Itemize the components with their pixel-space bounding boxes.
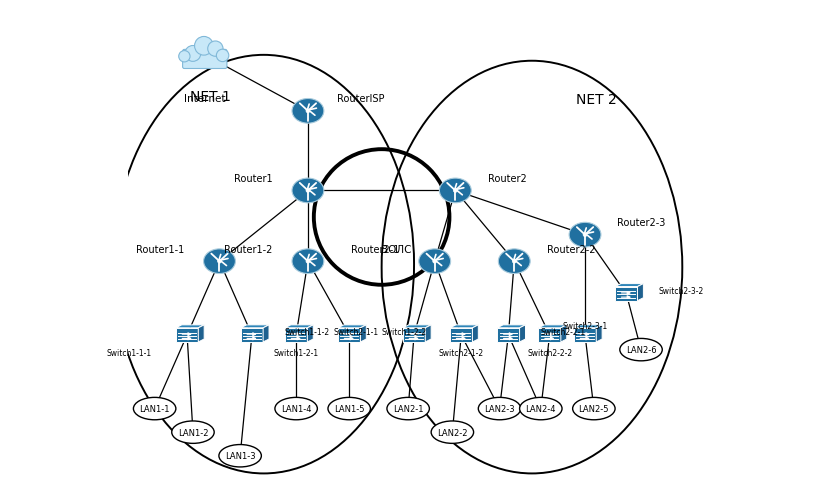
Ellipse shape <box>203 249 235 274</box>
Circle shape <box>216 50 229 62</box>
Text: LAN2-3: LAN2-3 <box>485 404 515 413</box>
Ellipse shape <box>573 398 615 420</box>
Polygon shape <box>497 328 520 342</box>
Polygon shape <box>615 284 643 287</box>
Circle shape <box>454 189 457 193</box>
Text: Switch2-1-2: Switch2-1-2 <box>439 349 484 358</box>
Text: LAN2-2: LAN2-2 <box>437 428 468 437</box>
Polygon shape <box>425 325 431 342</box>
Polygon shape <box>574 325 602 328</box>
Polygon shape <box>615 287 637 301</box>
Ellipse shape <box>419 249 450 274</box>
Polygon shape <box>450 325 479 328</box>
Polygon shape <box>539 328 560 342</box>
FancyBboxPatch shape <box>183 50 227 69</box>
Circle shape <box>306 110 310 114</box>
Polygon shape <box>403 325 431 328</box>
Text: LAN1-4: LAN1-4 <box>281 404 311 413</box>
Text: RouterISP: RouterISP <box>338 94 385 104</box>
Polygon shape <box>560 325 567 342</box>
Text: Router1: Router1 <box>234 173 273 183</box>
Text: Router2-2: Router2-2 <box>547 244 595 254</box>
Text: Switch2-2-2: Switch2-2-2 <box>527 349 572 358</box>
Text: NET 2: NET 2 <box>576 93 617 107</box>
Text: Switch2-3-1: Switch2-3-1 <box>562 322 608 331</box>
Polygon shape <box>241 328 263 342</box>
Circle shape <box>194 38 214 56</box>
Circle shape <box>433 260 436 264</box>
Polygon shape <box>285 325 314 328</box>
Polygon shape <box>198 325 204 342</box>
Polygon shape <box>285 328 308 342</box>
Text: LAN1-1: LAN1-1 <box>139 404 170 413</box>
Text: Router1-1: Router1-1 <box>136 244 184 254</box>
Polygon shape <box>241 325 269 328</box>
Text: Switch2-1-1: Switch2-1-1 <box>334 327 379 337</box>
Polygon shape <box>360 325 366 342</box>
Ellipse shape <box>292 249 324 274</box>
Polygon shape <box>472 325 479 342</box>
Circle shape <box>178 52 190 63</box>
Ellipse shape <box>387 398 430 420</box>
Polygon shape <box>176 328 198 342</box>
Text: Switch1-2-1: Switch1-2-1 <box>274 349 319 358</box>
Circle shape <box>583 233 587 237</box>
Ellipse shape <box>479 398 520 420</box>
Polygon shape <box>338 325 366 328</box>
Text: Switch1-1-1: Switch1-1-1 <box>107 349 152 358</box>
Text: Internet: Internet <box>184 94 225 104</box>
Ellipse shape <box>499 249 530 274</box>
Text: Router2-1: Router2-1 <box>351 244 399 254</box>
Text: LAN1-3: LAN1-3 <box>225 451 255 460</box>
Ellipse shape <box>440 179 471 203</box>
Text: Switch2-3-2: Switch2-3-2 <box>659 286 704 295</box>
Polygon shape <box>520 325 525 342</box>
Text: LAN2-5: LAN2-5 <box>579 404 609 413</box>
Polygon shape <box>574 328 596 342</box>
Ellipse shape <box>172 421 214 444</box>
Polygon shape <box>308 325 314 342</box>
Circle shape <box>306 260 310 264</box>
Text: Router2-3: Router2-3 <box>617 218 666 227</box>
Polygon shape <box>539 325 567 328</box>
Ellipse shape <box>569 223 601 247</box>
Polygon shape <box>176 325 204 328</box>
Text: Switch2-2-1: Switch2-2-1 <box>540 327 586 337</box>
Polygon shape <box>637 284 643 301</box>
Ellipse shape <box>275 398 318 420</box>
Ellipse shape <box>219 445 261 467</box>
Ellipse shape <box>292 179 324 203</box>
Text: Router1-2: Router1-2 <box>224 244 273 254</box>
Polygon shape <box>338 328 360 342</box>
Circle shape <box>306 189 310 193</box>
Ellipse shape <box>328 398 370 420</box>
Polygon shape <box>596 325 602 342</box>
Text: Switch1-2-2: Switch1-2-2 <box>382 327 427 337</box>
Text: LAN2-1: LAN2-1 <box>393 404 424 413</box>
Ellipse shape <box>133 398 176 420</box>
Text: LAN2-6: LAN2-6 <box>626 346 656 354</box>
Text: LAN1-2: LAN1-2 <box>178 428 208 437</box>
Text: NET 1: NET 1 <box>190 90 231 104</box>
Text: LAN1-5: LAN1-5 <box>334 404 364 413</box>
Circle shape <box>208 42 223 57</box>
Text: ВОЛС: ВОЛС <box>381 245 412 255</box>
Ellipse shape <box>292 99 324 124</box>
Polygon shape <box>403 328 425 342</box>
Circle shape <box>512 260 516 264</box>
Polygon shape <box>450 328 472 342</box>
Circle shape <box>185 46 201 62</box>
Ellipse shape <box>520 398 562 420</box>
Ellipse shape <box>431 421 474 444</box>
Polygon shape <box>497 325 525 328</box>
Circle shape <box>218 260 221 264</box>
Text: LAN2-4: LAN2-4 <box>525 404 556 413</box>
Ellipse shape <box>620 339 662 361</box>
Polygon shape <box>263 325 269 342</box>
Text: Router2: Router2 <box>488 173 526 183</box>
Text: Switch1-1-2: Switch1-1-2 <box>284 327 329 337</box>
